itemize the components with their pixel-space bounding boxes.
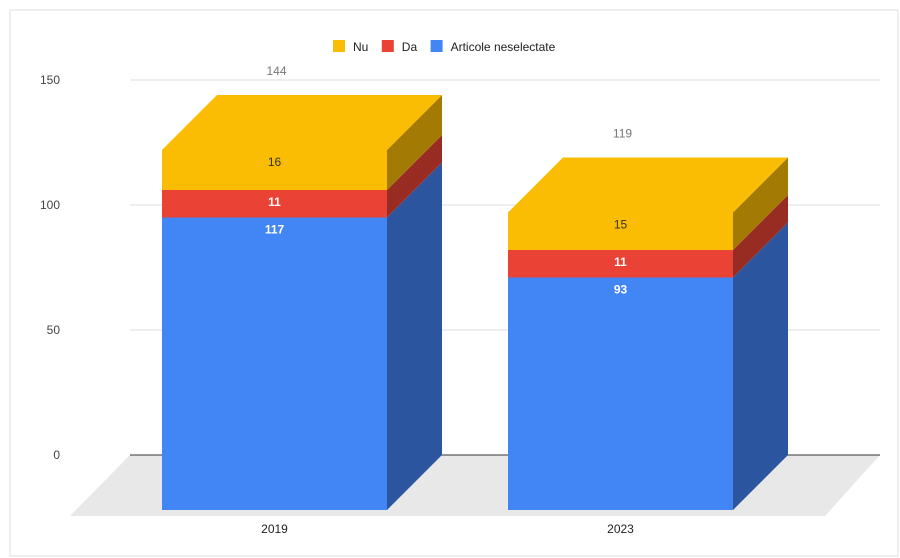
x-category-label: 2019 [261, 522, 288, 536]
bar-segment-front [508, 250, 733, 278]
x-category-label: 2023 [607, 522, 634, 536]
bar-segment-side [733, 195, 788, 278]
data-label: 117 [265, 223, 285, 237]
bar-segment-front [162, 217, 387, 510]
chart-frame [9, 9, 899, 557]
y-tick-label: 150 [40, 73, 60, 87]
bar-segment-front [162, 150, 387, 190]
data-label: 11 [614, 255, 627, 269]
bar-segment-side [733, 157, 788, 250]
total-label: 144 [266, 64, 286, 78]
bar-segment-side [387, 135, 442, 218]
bar-segment-side [733, 222, 788, 510]
legend-label: Da [402, 40, 418, 54]
legend-swatch [381, 40, 394, 52]
legend-label: Articole neselectate [451, 40, 556, 54]
bar-segment-side [387, 95, 442, 190]
total-label: 119 [613, 127, 632, 141]
y-tick-label: 0 [53, 448, 60, 462]
data-label: 93 [614, 283, 628, 297]
y-tick-label: 50 [47, 323, 61, 337]
bar-top-face [162, 95, 442, 150]
data-label: 16 [268, 155, 282, 169]
bar-segment-front [508, 277, 733, 510]
bar-segment-front [508, 212, 733, 250]
data-label: 11 [268, 195, 281, 209]
y-tick-label: 100 [40, 198, 60, 212]
bar-segment-front [162, 190, 387, 218]
legend-swatch [333, 40, 345, 52]
legend-swatch [430, 40, 443, 52]
data-label: 15 [614, 218, 628, 232]
bar-segment-side [387, 162, 442, 510]
bar-top-face [508, 157, 788, 213]
legend-label: Nu [353, 40, 368, 54]
